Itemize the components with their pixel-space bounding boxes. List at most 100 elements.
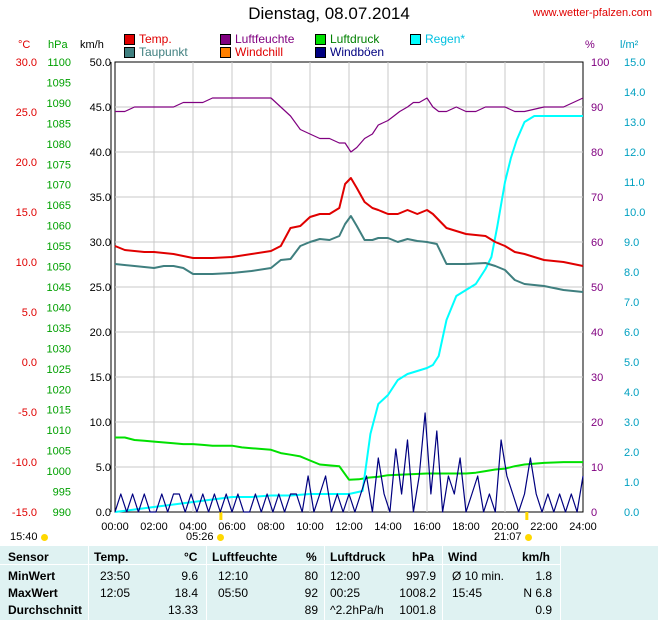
x-tick-label: 00:00 (101, 521, 129, 533)
stats-cell-t_time: 12:05 (100, 586, 131, 600)
wind-tick-label: 30.0 (90, 237, 111, 249)
stats-cell-t_val: 9.6 (181, 569, 198, 583)
header-humidity-unit: % (306, 550, 317, 564)
site-link[interactable]: www.wetter-pfalzen.com (532, 7, 652, 19)
chart-series (114, 97, 584, 513)
wind-tick-label: 10.0 (90, 417, 111, 429)
humidity-tick-label: 50 (591, 282, 603, 294)
temp-axis-unit: °C (18, 39, 31, 51)
stats-table: Sensor Temp. °C Luftfeuchte % Luftdruck … (0, 546, 658, 620)
legend-swatch (220, 33, 231, 45)
series-line-taupunkt (114, 215, 584, 293)
pressure-axis-unit: hPa (48, 39, 68, 51)
legend-dewpoint: Taupunkt (124, 45, 188, 59)
humidity-tick-label: 100 (591, 57, 609, 69)
header-humidity: Luftfeuchte (212, 550, 278, 564)
legend-label: Windböen (330, 45, 385, 59)
temp-tick-label: -5.0 (18, 407, 37, 419)
temp-tick-label: 30.0 (16, 57, 37, 69)
pressure-tick-label: 1035 (47, 323, 71, 335)
header-temp-unit: °C (184, 550, 198, 564)
humidity-tick-label: 80 (591, 147, 603, 159)
table-divider (88, 546, 89, 620)
x-tick-label: 08:00 (257, 521, 285, 533)
stats-cell-w_val: 1.8 (535, 569, 552, 583)
sunset-icon (524, 533, 532, 541)
temp-tick-label: 20.0 (16, 157, 37, 169)
left-time-text: 15:40 (10, 531, 38, 543)
rain-tick-label: 12.0 (624, 147, 645, 159)
sunrise-time: 05:26 (186, 531, 214, 543)
wind-tick-label: 5.0 (96, 462, 111, 474)
stats-cell-t_val: 18.4 (174, 586, 198, 600)
rain-tick-label: 15.0 (624, 57, 645, 69)
temp-tick-label: 25.0 (16, 107, 37, 119)
wind-axis-unit: km/h (80, 39, 104, 51)
rain-tick-label: 2.0 (624, 447, 639, 459)
pressure-tick-label: 990 (53, 507, 71, 519)
legend-humidity: Luftfeuchte (220, 32, 294, 46)
x-tick-label: 20:00 (491, 521, 519, 533)
humidity-tick-label: 40 (591, 327, 603, 339)
rain-tick-label: 10.0 (624, 207, 645, 219)
stats-cell-h_val: 80 (304, 569, 318, 583)
stats-cell-w_label: 15:45 (452, 586, 483, 600)
rain-tick-label: 9.0 (624, 237, 639, 249)
temp-tick-label: 5.0 (22, 307, 37, 319)
temp-tick-label: 10.0 (16, 257, 37, 269)
temp-tick-label: 15.0 (16, 207, 37, 219)
table-divider (560, 546, 561, 620)
pressure-tick-label: 1055 (47, 241, 71, 253)
legend-label: Windchill (235, 45, 284, 59)
pressure-tick-label: 1020 (47, 384, 71, 396)
wind-tick-label: 15.0 (90, 372, 111, 384)
stats-cell-p_time: 12:00 (330, 569, 361, 583)
temp-tick-label: -15.0 (12, 507, 37, 519)
x-tick-label: 14:00 (374, 521, 402, 533)
pressure-tick-label: 1075 (47, 159, 71, 171)
x-tick-label: 04:00 (179, 521, 207, 533)
table-divider (206, 546, 207, 620)
stats-cell-w_val: 0.9 (535, 603, 552, 617)
header-pressure: Luftdruck (330, 550, 386, 564)
stats-cell-p_val: 997.9 (405, 569, 436, 583)
rain-tick-label: 3.0 (624, 417, 639, 429)
table-divider (442, 546, 443, 620)
x-tick-label: 22:00 (530, 521, 558, 533)
wind-tick-label: 0.0 (96, 507, 111, 519)
series-line-luftdruck (115, 436, 583, 481)
pressure-tick-label: 1000 (47, 466, 71, 478)
temp-tick-label: 0.0 (22, 357, 37, 369)
x-tick-label: 06:00 (218, 521, 246, 533)
humidity-tick-label: 30 (591, 372, 603, 384)
sun-icon (40, 533, 48, 541)
series-line-temp (114, 177, 584, 267)
legend-label: Luftfeuchte (235, 32, 295, 46)
legend-swatch (124, 33, 135, 45)
table-divider (0, 564, 560, 565)
rain-tick-label: 4.0 (624, 387, 639, 399)
temp-tick-label: -10.0 (12, 457, 37, 469)
rain-tick-label: 14.0 (624, 87, 645, 99)
rain-tick-label: 8.0 (624, 267, 639, 279)
pressure-tick-label: 1030 (47, 343, 71, 355)
pressure-tick-label: 1060 (47, 221, 71, 233)
header-temp: Temp. (94, 550, 129, 564)
stats-cell-w_label: Ø 10 min. (452, 569, 505, 583)
legend-gusts: Windböen (315, 45, 384, 59)
header-sensor: Sensor (8, 550, 49, 564)
pressure-tick-label: 1065 (47, 200, 71, 212)
stats-cell-label: MaxWert (8, 586, 58, 600)
x-tick-label: 10:00 (296, 521, 324, 533)
sunrise-icon (216, 533, 224, 541)
sunset-time: 21:07 (494, 531, 522, 543)
pressure-tick-label: 1100 (47, 57, 71, 69)
x-tick-label: 02:00 (140, 521, 168, 533)
pressure-tick-label: 1015 (47, 405, 71, 417)
stats-cell-label: Durchschnitt (8, 603, 83, 617)
x-tick-label: 18:00 (452, 521, 480, 533)
legend-temp: Temp. (124, 32, 172, 46)
pressure-tick-label: 1050 (47, 262, 71, 274)
humidity-tick-label: 10 (591, 462, 603, 474)
chart-title: Dienstag, 08.07.2014 (248, 4, 410, 23)
